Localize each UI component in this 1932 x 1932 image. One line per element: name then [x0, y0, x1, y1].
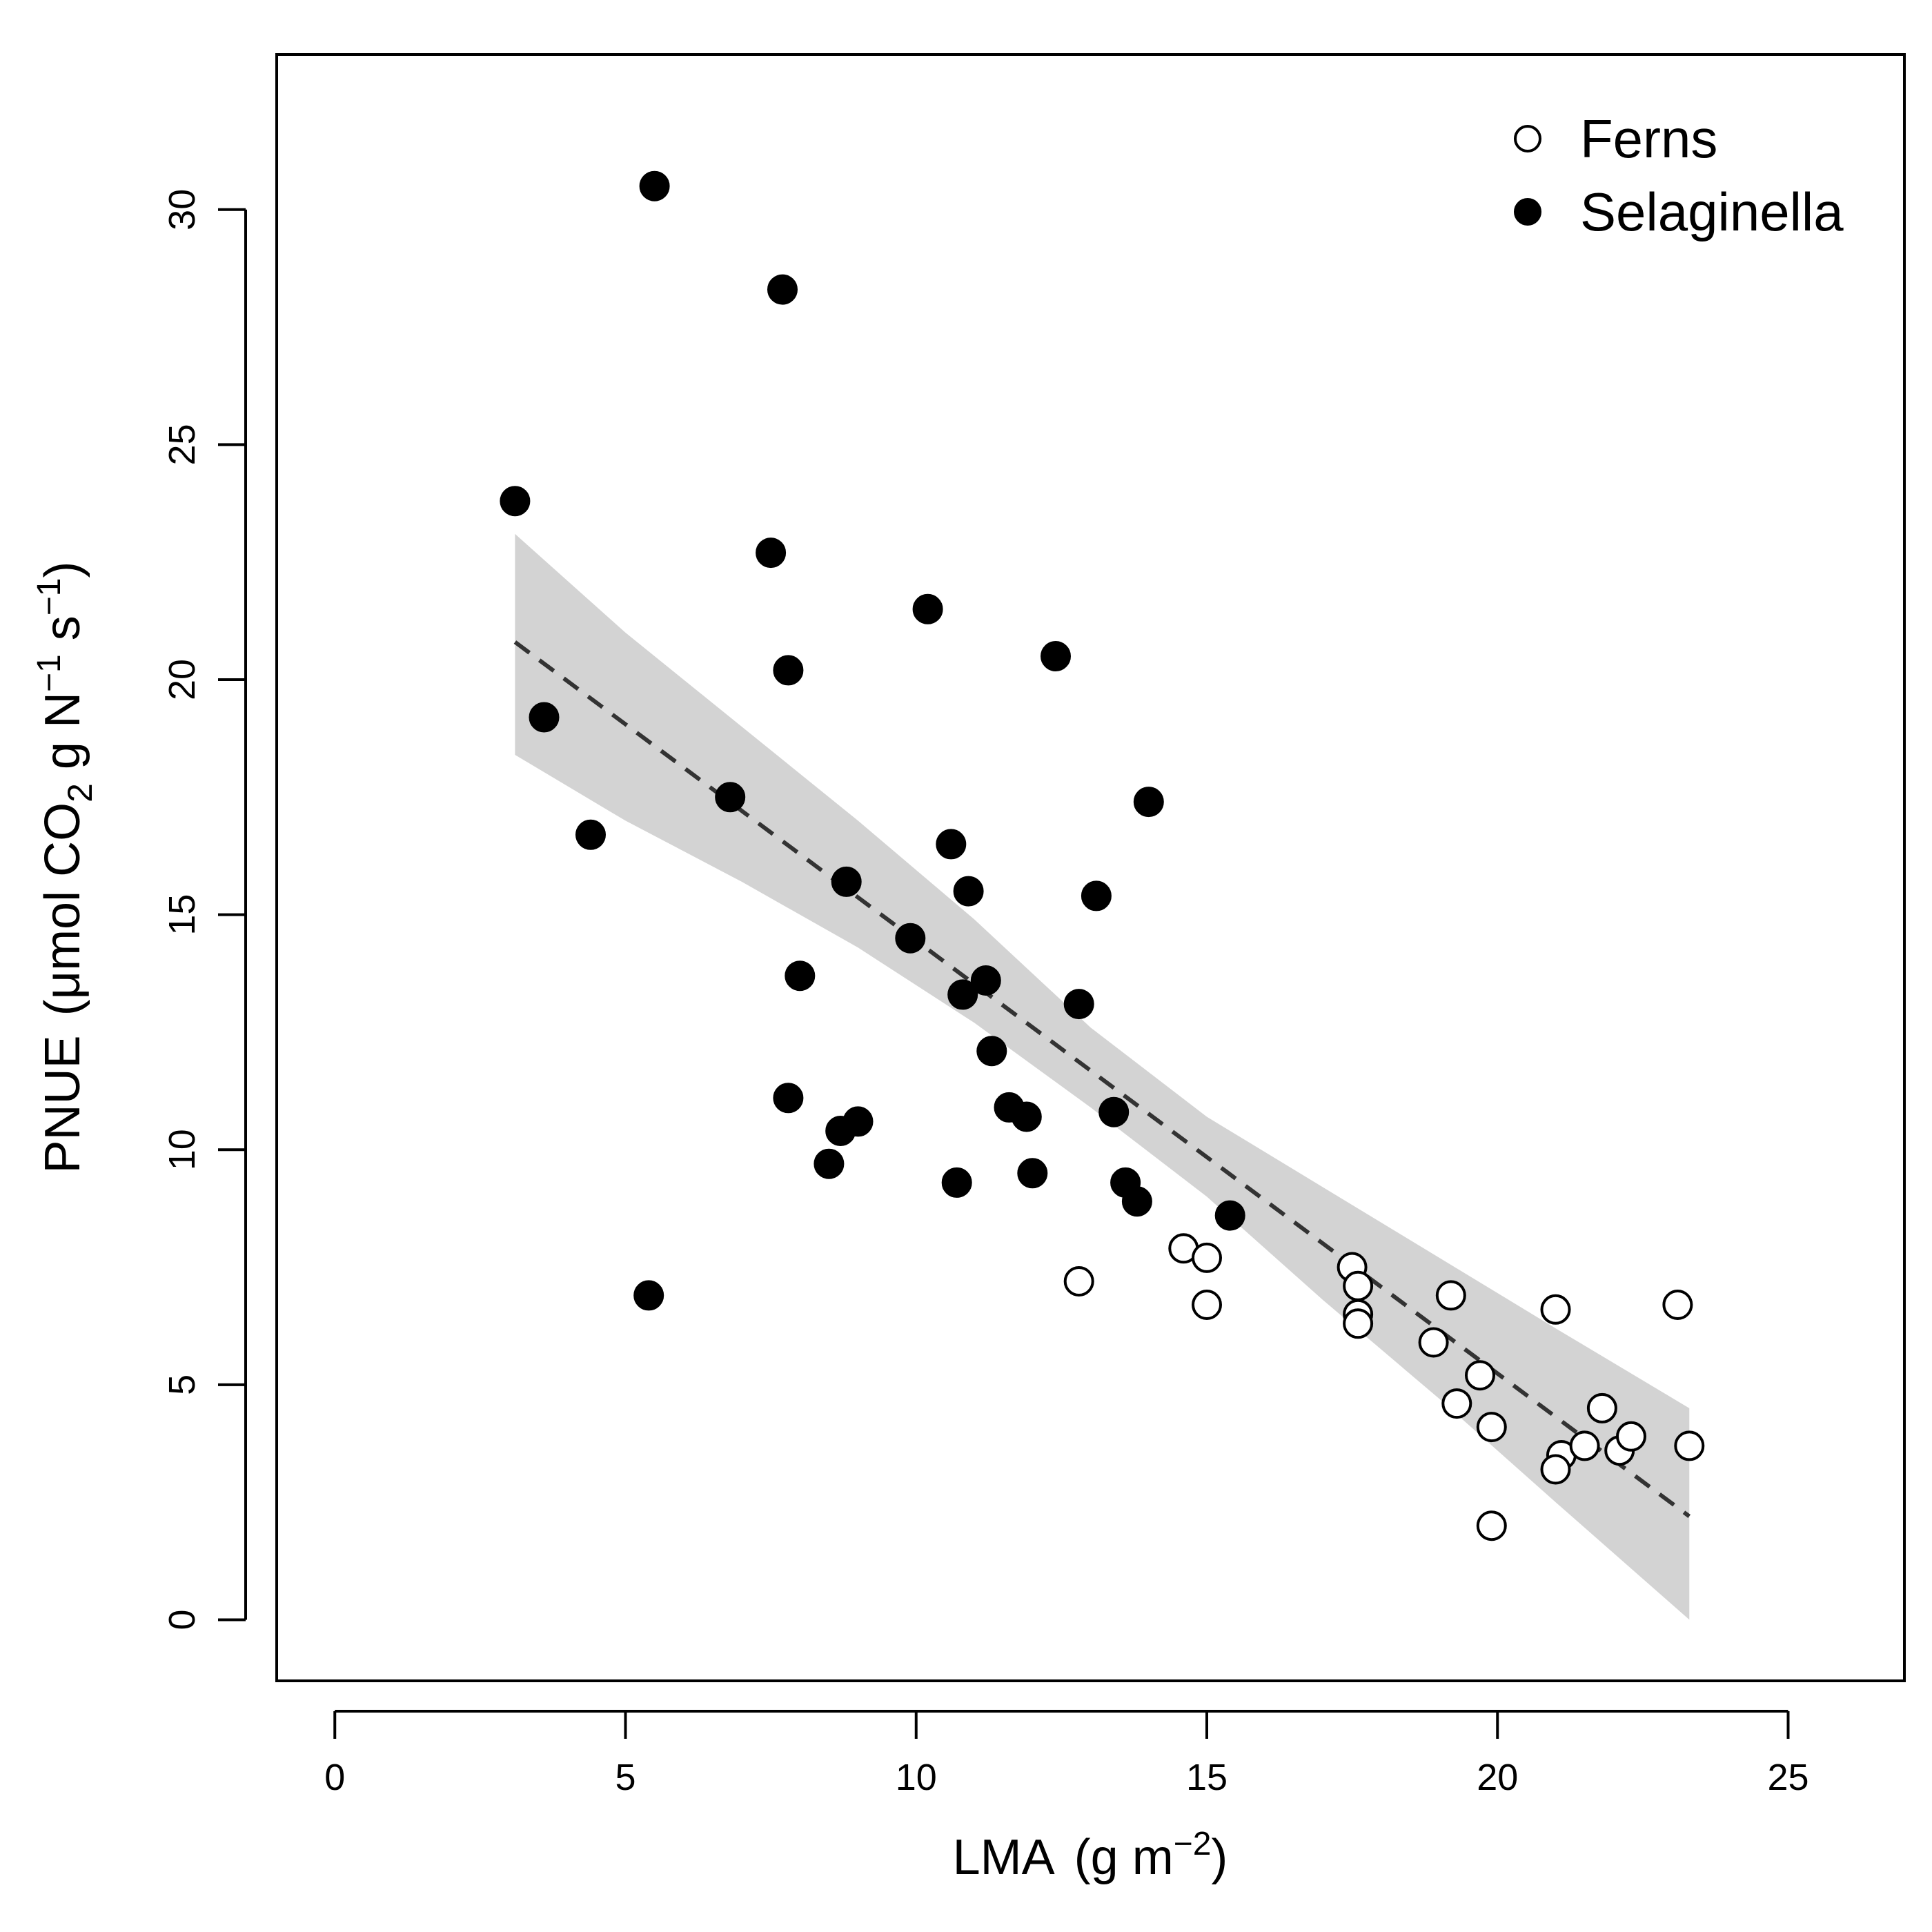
point-selaginella [575, 819, 606, 850]
point-ferns [1540, 1454, 1571, 1485]
point-selaginella [912, 593, 943, 624]
point-ferns [1435, 1280, 1466, 1311]
legend-label-ferns: Ferns [1580, 108, 1717, 169]
y-tick-label: 10 [161, 1129, 203, 1170]
x-tick-label: 15 [1186, 1757, 1228, 1798]
point-selaginella [756, 538, 787, 569]
point-selaginella [1063, 989, 1094, 1020]
point-ferns [1063, 1266, 1094, 1297]
point-selaginella [831, 866, 862, 897]
point-ferns [1662, 1290, 1693, 1320]
point-ferns [1343, 1308, 1374, 1339]
point-selaginella [767, 274, 798, 305]
point-selaginella [773, 1083, 804, 1114]
point-selaginella [500, 486, 531, 517]
y-tick-label: 30 [161, 189, 203, 230]
point-selaginella [941, 1167, 972, 1198]
point-selaginella [785, 960, 816, 992]
point-ferns [1540, 1294, 1571, 1325]
point-ferns [1192, 1242, 1222, 1273]
y-tick-label: 5 [161, 1374, 203, 1395]
legend: Ferns Selaginella [1514, 108, 1844, 242]
point-ferns [1586, 1392, 1617, 1423]
x-axis-title: LMA (g m−2) [953, 1826, 1228, 1885]
point-selaginella [773, 655, 804, 686]
y-tick-label: 15 [161, 894, 203, 936]
x-tick-label: 20 [1477, 1757, 1518, 1798]
point-selaginella [1081, 880, 1112, 911]
x-axis: 0 5 10 15 20 25 [324, 1710, 1809, 1798]
point-selaginella [1041, 641, 1071, 671]
point-selaginella [814, 1148, 845, 1179]
point-selaginella [895, 923, 926, 954]
point-selaginella [1098, 1096, 1130, 1127]
y-axis: 0 5 10 15 20 25 30 [161, 189, 247, 1630]
point-ferns [1418, 1327, 1449, 1358]
point-ferns [1674, 1430, 1705, 1461]
legend-marker-selaginella [1514, 198, 1541, 226]
point-selaginella [953, 876, 984, 907]
point-selaginella [633, 1280, 664, 1311]
point-selaginella [1133, 787, 1164, 818]
point-selaginella [1011, 1101, 1042, 1132]
y-tick-label: 25 [161, 424, 203, 465]
point-ferns [1465, 1360, 1495, 1391]
point-selaginella [1214, 1200, 1245, 1231]
point-selaginella [639, 170, 670, 201]
plot-frame [275, 53, 1906, 1682]
point-ferns [1476, 1510, 1507, 1541]
point-selaginella [842, 1106, 874, 1137]
point-selaginella [529, 702, 560, 733]
legend-label-selaginella: Selaginella [1580, 181, 1844, 242]
point-selaginella [976, 1036, 1007, 1067]
y-tick-label: 20 [161, 659, 203, 700]
point-selaginella [715, 782, 746, 813]
point-ferns [1476, 1412, 1507, 1443]
point-ferns [1569, 1430, 1600, 1461]
x-tick-label: 5 [615, 1757, 635, 1798]
point-ferns [1343, 1270, 1374, 1301]
y-axis-title: PNUE(μmol CO2 g N−1 s−1) [31, 562, 99, 1174]
x-tick-label: 25 [1767, 1757, 1808, 1798]
point-ferns [1192, 1290, 1222, 1320]
x-tick-label: 10 [896, 1757, 937, 1798]
point-selaginella [936, 829, 967, 860]
y-tick-label: 0 [161, 1609, 203, 1630]
x-tick-label: 0 [324, 1757, 345, 1798]
legend-marker-ferns [1514, 125, 1541, 152]
point-selaginella [947, 979, 978, 1010]
point-selaginella [1017, 1158, 1048, 1189]
point-ferns [1441, 1388, 1472, 1419]
point-ferns [1616, 1421, 1646, 1452]
point-selaginella [970, 965, 1001, 996]
points-layer [500, 170, 1705, 1541]
point-selaginella [1121, 1186, 1152, 1217]
